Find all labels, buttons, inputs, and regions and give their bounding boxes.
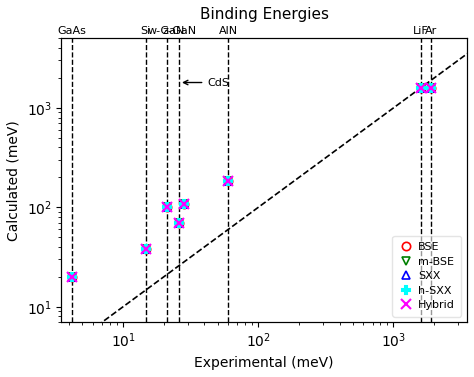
h-SXX bbox=[176, 221, 182, 225]
m-BSE bbox=[143, 247, 148, 251]
SXX bbox=[164, 205, 170, 210]
Hybrid bbox=[428, 85, 434, 90]
h-SXX bbox=[181, 202, 186, 207]
Hybrid bbox=[69, 274, 75, 279]
BSE bbox=[428, 85, 434, 90]
Hybrid bbox=[143, 247, 148, 251]
X-axis label: Experimental (meV): Experimental (meV) bbox=[194, 356, 334, 370]
h-SXX bbox=[428, 85, 434, 90]
m-BSE bbox=[176, 221, 182, 225]
SXX bbox=[143, 247, 148, 251]
BSE bbox=[164, 205, 170, 210]
h-SXX bbox=[69, 274, 75, 279]
m-BSE bbox=[418, 85, 424, 90]
m-BSE bbox=[164, 205, 170, 210]
BSE bbox=[226, 178, 231, 183]
Line: Hybrid: Hybrid bbox=[67, 83, 436, 282]
m-BSE bbox=[226, 178, 231, 183]
h-SXX bbox=[418, 85, 424, 90]
m-BSE bbox=[428, 85, 434, 90]
h-SXX bbox=[226, 178, 231, 183]
SXX bbox=[181, 202, 186, 207]
h-SXX bbox=[143, 247, 148, 251]
Hybrid bbox=[164, 205, 170, 210]
BSE bbox=[181, 202, 186, 207]
SXX bbox=[226, 178, 231, 183]
BSE bbox=[69, 274, 75, 279]
SXX bbox=[428, 85, 434, 90]
h-SXX bbox=[164, 205, 170, 210]
Hybrid bbox=[226, 178, 231, 183]
Line: h-SXX: h-SXX bbox=[68, 83, 435, 281]
Y-axis label: Calculated (meV): Calculated (meV) bbox=[7, 120, 21, 241]
BSE bbox=[418, 85, 424, 90]
Line: BSE: BSE bbox=[68, 83, 435, 281]
SXX bbox=[69, 274, 75, 279]
m-BSE bbox=[181, 202, 186, 207]
Legend: BSE, m-BSE, SXX, h-SXX, Hybrid: BSE, m-BSE, SXX, h-SXX, Hybrid bbox=[392, 236, 462, 317]
Title: Binding Energies: Binding Energies bbox=[200, 7, 329, 22]
Hybrid bbox=[418, 85, 424, 90]
Text: CdS: CdS bbox=[183, 78, 229, 87]
Line: m-BSE: m-BSE bbox=[68, 83, 435, 281]
BSE bbox=[143, 247, 148, 251]
Hybrid bbox=[181, 202, 186, 207]
Hybrid bbox=[176, 221, 182, 225]
SXX bbox=[176, 221, 182, 225]
m-BSE bbox=[69, 274, 75, 279]
Line: SXX: SXX bbox=[68, 83, 435, 281]
SXX bbox=[418, 85, 424, 90]
BSE bbox=[176, 221, 182, 225]
